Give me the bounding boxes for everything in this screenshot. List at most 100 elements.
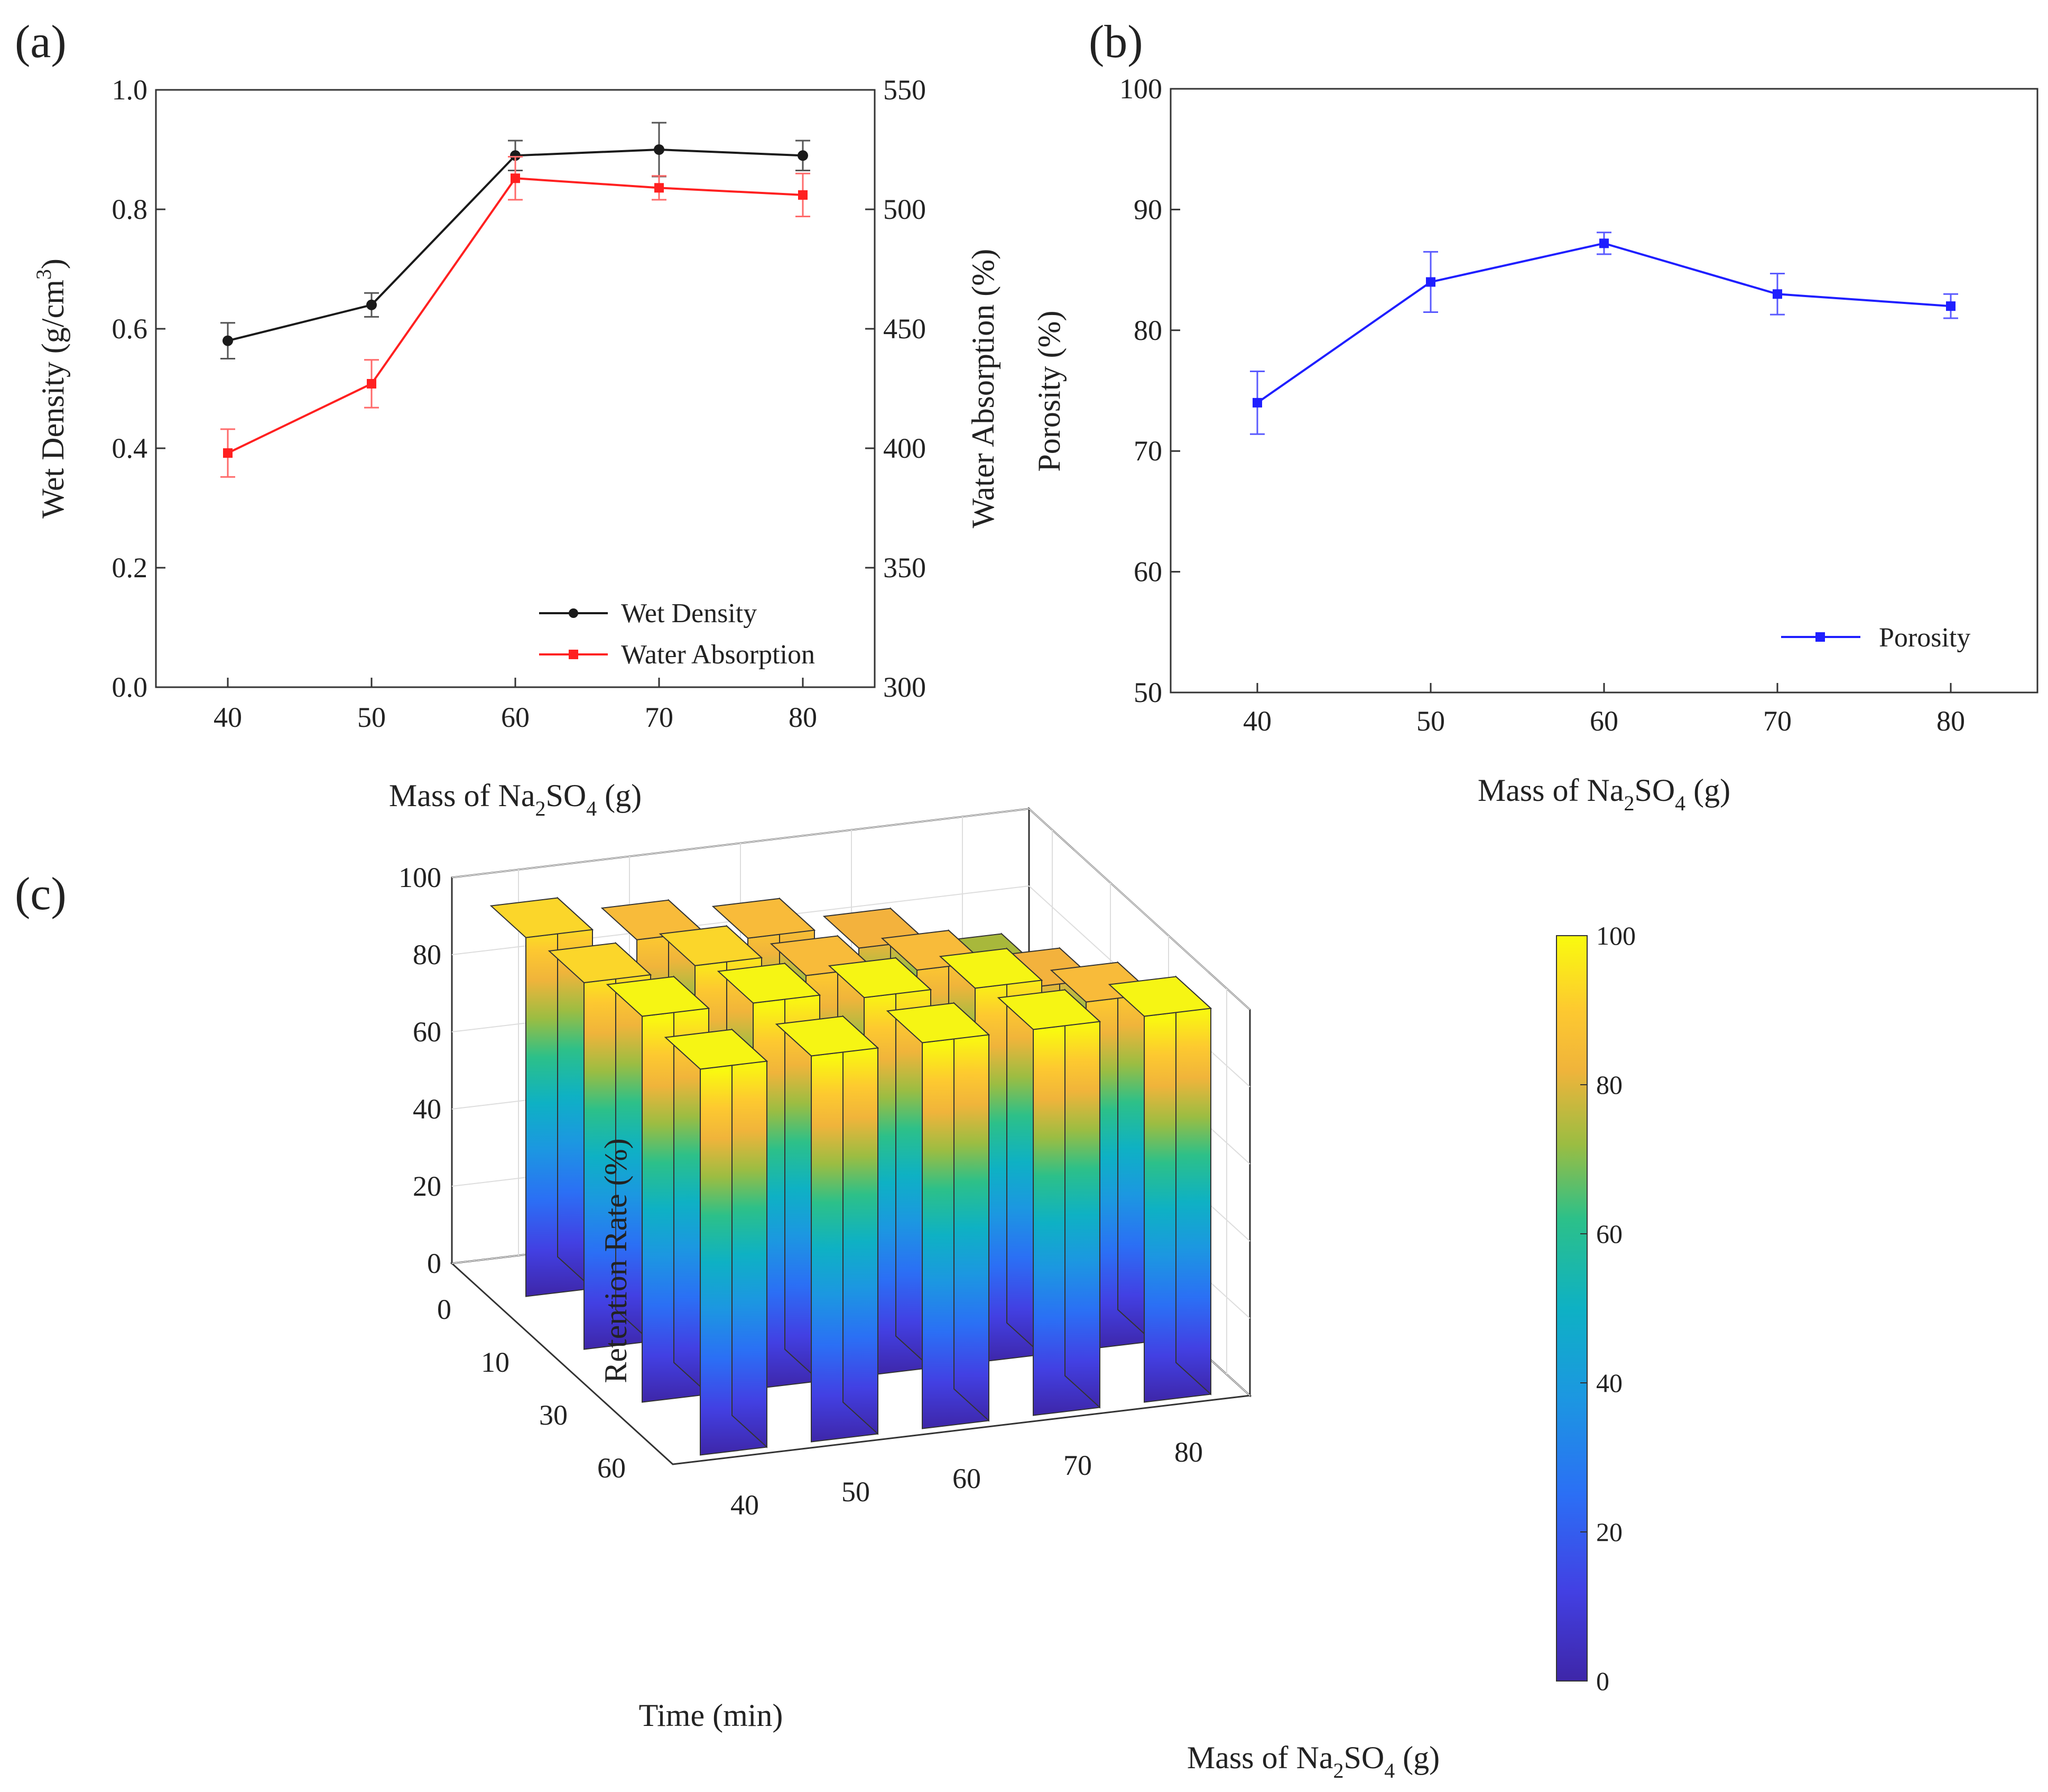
series-line — [1256, 242, 1951, 404]
x-tick-label: 70 — [1763, 705, 1792, 737]
panel-b-plot-frame — [1170, 88, 2038, 694]
panel-a-chart: 0.0 0.2 0.4 0.6 0.8 1.0 300 350 400 450 500 550 40… — [32, 74, 1000, 820]
x-tick-label: 40 — [730, 1489, 759, 1521]
bar-top-face — [997, 989, 1101, 1030]
y-tick-label: 70 — [1134, 435, 1162, 467]
x-tick-label: 80 — [789, 701, 817, 733]
panel-c-bars — [489, 897, 1212, 1456]
bar-top-face — [664, 1029, 768, 1070]
y-tick-label: 10 — [481, 1346, 509, 1378]
colorbar-tick-label: 0 — [1596, 1666, 1609, 1696]
legend-water-absorption: Water Absorption — [621, 640, 815, 670]
panel-b-chart: 50 60 70 80 90 100 40 50 60 70 80 Porosity (%) Ma… — [1032, 73, 2038, 815]
bar-side-face — [1064, 989, 1100, 1409]
data-point — [1253, 398, 1262, 408]
x-tick-label: 60 — [952, 1463, 981, 1494]
bar-top-face — [939, 948, 1043, 989]
data-point — [798, 150, 808, 161]
panel-b-x-title: Mass of Na2SO4 (g) — [1478, 773, 1730, 815]
y-tick-label: 0 — [437, 1294, 451, 1325]
data-point — [1599, 238, 1609, 248]
y-tick-label: 60 — [597, 1452, 626, 1484]
z-tick-label: 40 — [413, 1093, 441, 1125]
data-point — [511, 173, 520, 183]
x-tick-label: 70 — [645, 701, 673, 733]
x-tick-label: 50 — [1416, 705, 1445, 737]
bar-top-face — [886, 1002, 990, 1043]
z-tick-label: 20 — [413, 1170, 441, 1202]
y-right-tick-label: 450 — [883, 313, 926, 345]
bar-top-face — [1108, 976, 1212, 1017]
x-tick-label: 80 — [1174, 1436, 1203, 1468]
colorbar-scale — [1556, 935, 1588, 1682]
z-tick-label: 0 — [427, 1248, 441, 1279]
panel-c-colorbar: 0 20 40 60 80 100 — [1556, 921, 1636, 1696]
y-right-tick-label: 350 — [883, 552, 926, 584]
series-porosity — [1250, 232, 1958, 435]
z-tick-label: 80 — [413, 939, 441, 971]
bar-top-face — [717, 963, 821, 1004]
data-point — [510, 150, 521, 161]
bar-top-face — [606, 976, 710, 1017]
bar-side-face — [953, 1002, 989, 1422]
bar — [1108, 975, 1212, 1403]
panel-a-right-ticks: 300 350 400 450 500 550 — [865, 74, 926, 703]
panel-a-left-ticks: 0.0 0.2 0.4 0.6 0.8 1.0 — [112, 74, 165, 703]
series-water-absorption — [220, 156, 810, 478]
x-tick-label: 50 — [841, 1476, 870, 1508]
y-tick-label: 50 — [1134, 677, 1162, 708]
y-left-tick-label: 0.8 — [112, 193, 148, 225]
panel-a-x-ticks: 40 50 60 70 80 — [214, 678, 817, 733]
bar-top-face — [828, 957, 932, 999]
x-tick-label: 70 — [1063, 1449, 1092, 1481]
panel-b-y-title: Porosity (%) — [1032, 311, 1067, 472]
panel-c-chart: 0 20 40 60 80 100 40 50 60 70 80 0 10 30 60 Retention … — [399, 807, 1636, 1782]
panel-c-x-title: Mass of Na2SO4 (g) — [1187, 1740, 1440, 1782]
y-left-tick-label: 0.0 — [112, 671, 148, 703]
x-tick-label: 50 — [357, 701, 386, 733]
panel-c-z-title: Retention Rate (%) — [598, 1138, 633, 1383]
x-tick-label: 60 — [1590, 705, 1618, 737]
y-left-tick-label: 0.2 — [112, 552, 148, 584]
y-right-tick-label: 550 — [883, 74, 926, 106]
bar-top-face — [548, 942, 652, 984]
colorbar-tick-label: 100 — [1596, 921, 1636, 950]
y-tick-label: 30 — [539, 1399, 568, 1431]
y-right-tick-label: 400 — [883, 432, 926, 464]
bar — [997, 989, 1101, 1416]
y-right-tick-label: 300 — [883, 671, 926, 703]
data-point — [798, 190, 808, 200]
x-tick-label: 60 — [501, 701, 530, 733]
panel-a-y-right-title: Water Absorption (%) — [966, 249, 1000, 528]
data-point — [654, 183, 664, 193]
data-point — [366, 299, 377, 310]
bar — [886, 1002, 990, 1429]
colorbar-tick-label: 40 — [1596, 1368, 1623, 1398]
series-line — [227, 177, 803, 454]
z-grid — [1028, 808, 1250, 1010]
panel-a-series — [220, 122, 810, 478]
bar-side-face — [731, 1028, 767, 1448]
colorbar-tick-label: 20 — [1596, 1517, 1623, 1547]
panel-a-legend: Wet Density Water Absorption — [539, 598, 815, 670]
z-tick-label: 60 — [413, 1016, 441, 1048]
y-left-tick-label: 0.6 — [112, 313, 148, 345]
colorbar-ticks: 0 20 40 60 80 100 — [1580, 921, 1636, 1696]
data-point — [223, 335, 233, 346]
y-right-tick-label: 500 — [883, 193, 926, 225]
series-wet-density — [220, 122, 810, 359]
x-tick-label: 40 — [1243, 705, 1272, 737]
y-tick-label: 100 — [1119, 73, 1162, 105]
y-tick-label: 80 — [1134, 315, 1162, 346]
data-point — [1426, 277, 1435, 287]
y-left-tick-label: 1.0 — [112, 74, 148, 106]
bar-top-face — [659, 925, 763, 966]
colorbar-tick-label: 60 — [1596, 1219, 1623, 1249]
panel-b-x-ticks: 40 50 60 70 80 — [1243, 683, 1965, 737]
panel-b-label: (b) — [1089, 16, 1143, 68]
panel-b-legend: Porosity — [1781, 623, 1970, 653]
bar-side-face — [1175, 975, 1211, 1396]
panel-b-series — [1250, 232, 1958, 435]
bar — [775, 1015, 879, 1443]
